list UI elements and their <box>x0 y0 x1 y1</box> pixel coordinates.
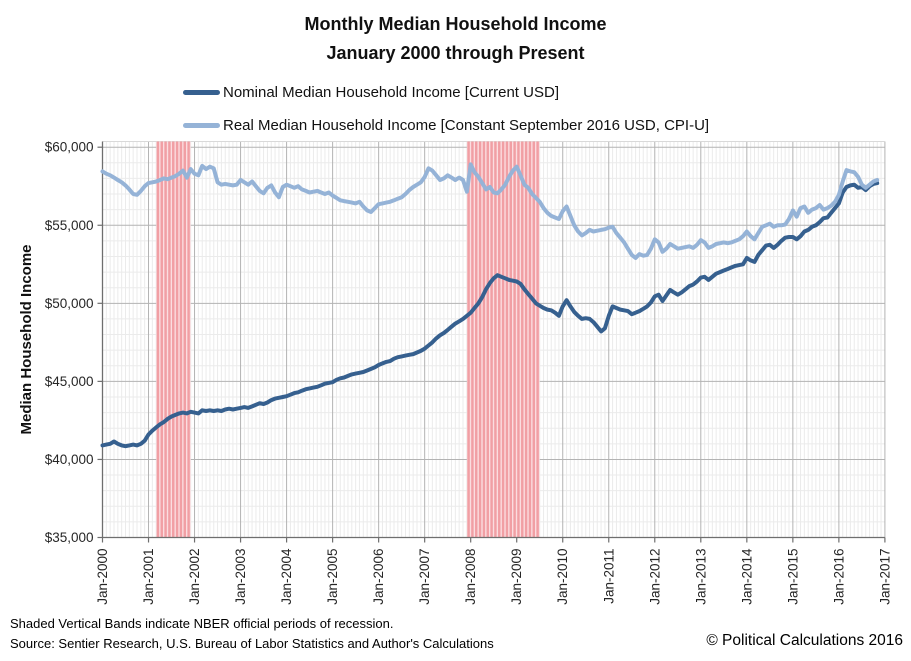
svg-text:Jan-2005: Jan-2005 <box>325 549 340 605</box>
footnote-source: Source: Sentier Research, U.S. Bureau of… <box>10 636 494 651</box>
svg-text:Jan-2000: Jan-2000 <box>95 549 110 605</box>
svg-text:Jan-2006: Jan-2006 <box>371 549 386 605</box>
svg-text:Jan-2002: Jan-2002 <box>187 549 202 605</box>
legend-item-nominal: Nominal Median Household Income [Current… <box>183 76 709 109</box>
svg-text:$40,000: $40,000 <box>45 452 94 467</box>
legend-item-real: Real Median Household Income [Constant S… <box>183 109 709 142</box>
legend-line-swatch-real <box>183 123 220 128</box>
copyright: © Political Calculations 2016 <box>706 632 903 649</box>
svg-text:$45,000: $45,000 <box>45 374 94 389</box>
svg-text:Jan-2009: Jan-2009 <box>509 549 524 605</box>
svg-text:Jan-2010: Jan-2010 <box>555 549 570 605</box>
footnote-recession: Shaded Vertical Bands indicate NBER offi… <box>10 616 394 631</box>
svg-text:Jan-2011: Jan-2011 <box>601 549 616 604</box>
legend-label-nominal: Nominal Median Household Income [Current… <box>223 84 559 101</box>
chart-title: Monthly Median Household Income <box>304 14 607 34</box>
svg-text:$60,000: $60,000 <box>45 140 94 155</box>
chart-subtitle: January 2000 through Present <box>326 43 585 63</box>
svg-text:Jan-2004: Jan-2004 <box>279 548 294 605</box>
svg-text:Jan-2014: Jan-2014 <box>739 548 754 605</box>
svg-text:Jan-2001: Jan-2001 <box>141 549 156 605</box>
svg-text:$55,000: $55,000 <box>45 218 94 233</box>
svg-text:$35,000: $35,000 <box>45 530 94 545</box>
legend-label-real: Real Median Household Income [Constant S… <box>223 117 710 134</box>
svg-text:Jan-2013: Jan-2013 <box>693 549 708 605</box>
svg-text:Jan-2017: Jan-2017 <box>877 549 892 605</box>
svg-text:Jan-2016: Jan-2016 <box>831 549 846 605</box>
svg-text:Jan-2008: Jan-2008 <box>463 549 478 605</box>
legend-line-swatch-nominal <box>183 90 220 95</box>
svg-text:Jan-2007: Jan-2007 <box>417 549 432 605</box>
svg-text:$50,000: $50,000 <box>45 296 94 311</box>
svg-text:Median Household Income: Median Household Income <box>18 244 35 434</box>
svg-text:Jan-2012: Jan-2012 <box>647 549 662 605</box>
svg-text:Jan-2003: Jan-2003 <box>233 549 248 605</box>
legend: Nominal Median Household Income [Current… <box>183 76 709 142</box>
svg-text:Jan-2015: Jan-2015 <box>785 549 800 605</box>
chart-title-block: Monthly Median Household Income January … <box>0 10 911 68</box>
